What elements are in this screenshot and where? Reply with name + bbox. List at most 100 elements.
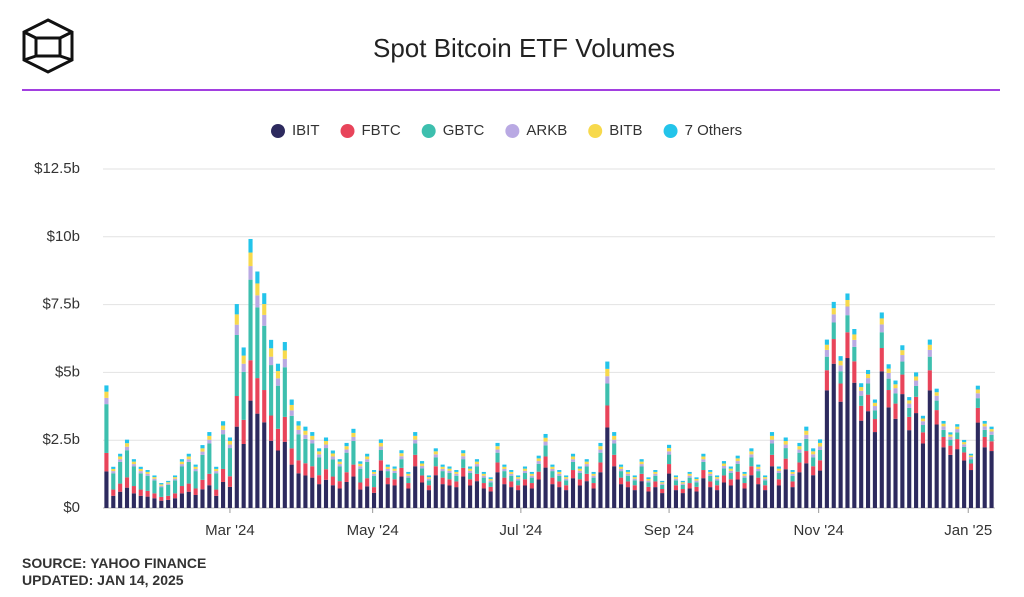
- bar-segment: [440, 464, 445, 467]
- bar-segment: [632, 478, 637, 481]
- bar-segment: [763, 485, 768, 491]
- bar-segment: [207, 435, 212, 440]
- bar-segment: [742, 475, 747, 478]
- bar-segment: [138, 468, 143, 472]
- bar-segment: [612, 432, 617, 436]
- bar-segment: [282, 350, 287, 359]
- bar-segment: [831, 314, 836, 323]
- bar-segment: [275, 385, 281, 429]
- bar-segment: [852, 382, 857, 508]
- bar-segment: [282, 416, 287, 442]
- bar-segment: [118, 461, 123, 484]
- bar-segment: [413, 454, 418, 467]
- bar-segment: [392, 468, 397, 471]
- bar-segment: [577, 485, 582, 508]
- bar-segment: [900, 394, 905, 508]
- bar-segment: [234, 314, 239, 325]
- bar-segment: [955, 449, 960, 508]
- bar-segment: [838, 356, 843, 361]
- bar-segment: [509, 473, 514, 476]
- bar-segment: [632, 475, 637, 478]
- bar-segment: [845, 315, 850, 333]
- bar-segment: [680, 493, 685, 508]
- bar-segment: [941, 447, 946, 508]
- bar-segment: [721, 468, 727, 476]
- bar-segment: [406, 471, 411, 474]
- bar-segment: [680, 480, 685, 483]
- y-tick-label: $7.5b: [42, 296, 80, 313]
- bar-segment: [667, 451, 672, 455]
- bar-segment: [735, 479, 740, 508]
- logo: [22, 18, 74, 74]
- bar-segment: [859, 405, 864, 421]
- bar-segment: [255, 413, 260, 508]
- bar-segment: [667, 473, 672, 508]
- bar-segment: [344, 449, 349, 453]
- bar-segment: [886, 378, 891, 391]
- bar-segment: [255, 378, 260, 414]
- bar-segment: [934, 395, 939, 401]
- bar-segment: [269, 415, 274, 441]
- bar-segment: [660, 483, 665, 485]
- bar-segment: [948, 434, 953, 437]
- bar-segment: [543, 445, 548, 457]
- bar-segment: [914, 413, 919, 508]
- bar-segment: [721, 461, 727, 464]
- bar-segment: [625, 470, 630, 472]
- bar-segment: [337, 481, 342, 489]
- bar-segment: [447, 485, 452, 508]
- bar-segment: [694, 477, 699, 479]
- bar-segment: [241, 371, 246, 420]
- bar-segment: [522, 470, 528, 474]
- bar-segment: [763, 478, 768, 481]
- bar-segment: [914, 385, 919, 397]
- bar-segment: [879, 324, 884, 333]
- bar-segment: [131, 493, 136, 508]
- bar-segment: [145, 471, 150, 474]
- bar-segment: [639, 473, 644, 482]
- bar-segment: [550, 468, 555, 472]
- bar-segment: [255, 307, 260, 379]
- bar-segment: [852, 334, 857, 340]
- bar-segment: [275, 371, 281, 379]
- bar-segment: [817, 439, 823, 443]
- bar-segment: [715, 478, 720, 481]
- x-tick-label: Nov '24: [793, 522, 843, 539]
- bar-segment: [653, 487, 658, 508]
- bar-segment: [694, 480, 699, 483]
- bar-segment: [365, 459, 370, 462]
- bar-segment: [975, 398, 980, 408]
- bar-segment: [420, 475, 425, 483]
- bar-segment: [468, 466, 473, 469]
- bar-segment: [351, 441, 356, 465]
- bar-segment: [468, 485, 473, 508]
- bar-segment: [159, 487, 164, 497]
- bar-segment: [962, 444, 967, 447]
- bar-segment: [570, 459, 576, 462]
- bar-segment: [303, 426, 308, 431]
- bar-segment: [831, 301, 836, 309]
- bar-segment: [550, 484, 555, 508]
- bar-segment: [962, 439, 967, 443]
- bar-segment: [708, 487, 713, 508]
- bar-segment: [927, 349, 932, 357]
- bar-segment: [955, 432, 960, 440]
- bar-segment: [763, 475, 768, 478]
- bar-segment: [172, 493, 178, 499]
- bar-segment: [728, 470, 733, 474]
- bar-segment: [310, 477, 315, 508]
- bar-segment: [399, 467, 404, 477]
- bar-segment: [550, 471, 555, 478]
- bar-segment: [625, 481, 630, 488]
- bar-segment: [166, 480, 171, 483]
- bar-segment: [474, 461, 480, 465]
- bar-segment: [200, 445, 205, 449]
- bar-segment: [907, 397, 912, 401]
- bar-segment: [426, 480, 431, 486]
- bar-segment: [907, 400, 912, 404]
- bar-segment: [817, 470, 823, 508]
- bar-segment: [564, 477, 569, 479]
- bar-segment: [612, 439, 617, 444]
- bar-segment: [454, 473, 459, 476]
- bar-segment: [598, 449, 603, 453]
